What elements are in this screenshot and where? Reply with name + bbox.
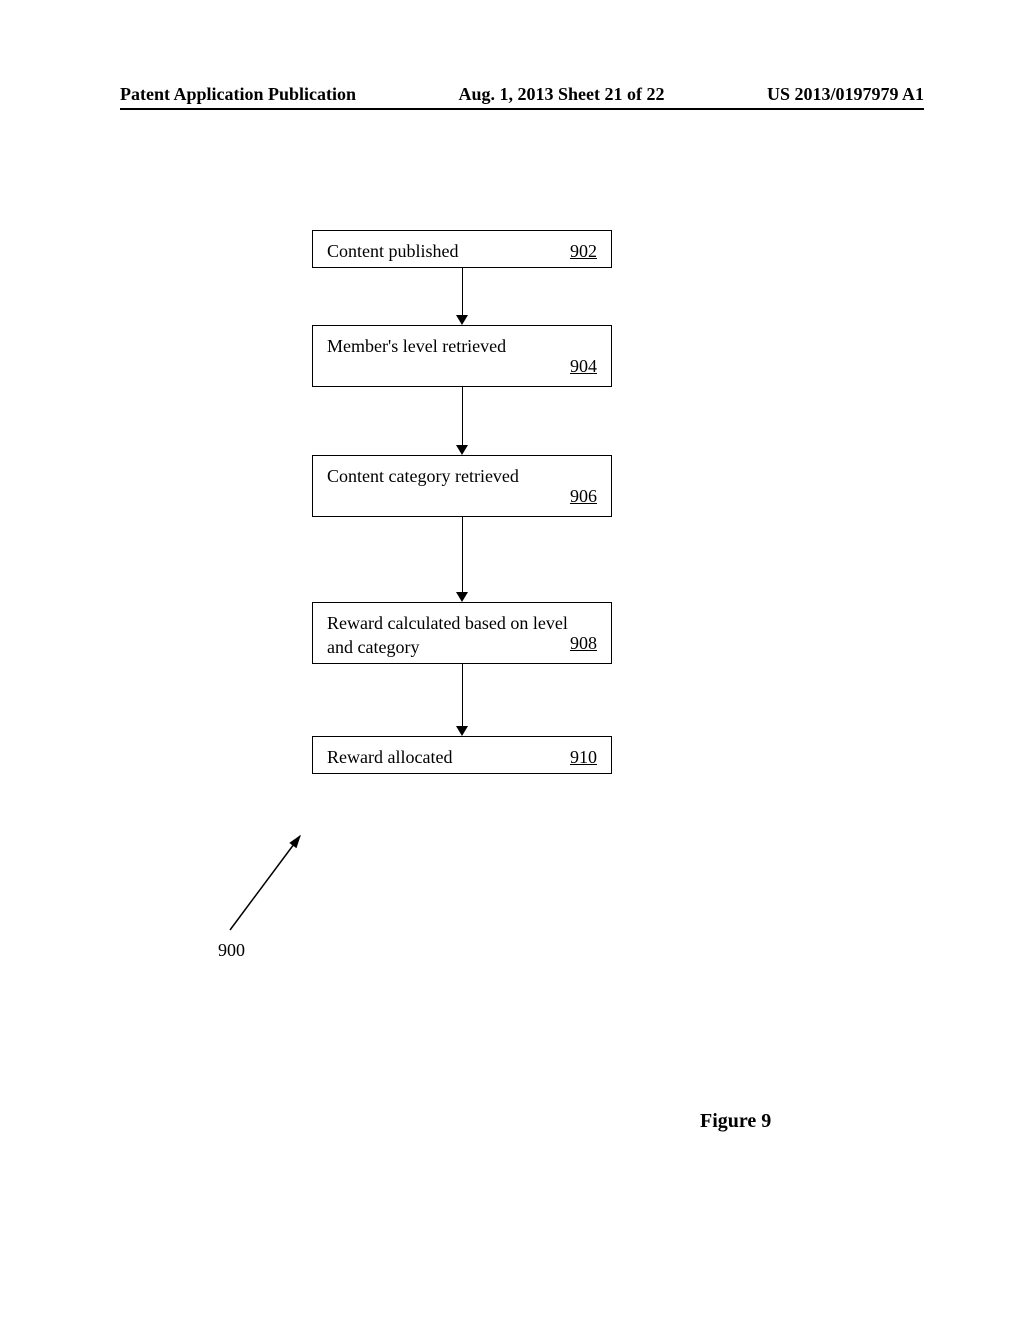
figure-caption: Figure 9 — [700, 1110, 771, 1133]
flow-line — [462, 664, 463, 726]
flow-node-1-text: Content published — [327, 241, 459, 261]
flowchart-ref-number: 900 — [218, 940, 245, 961]
flow-connector-3 — [456, 517, 468, 602]
header-rule — [120, 108, 924, 110]
flow-node-2-text: Member's level retrieved — [327, 336, 506, 356]
flow-node-4-ref: 908 — [570, 631, 597, 655]
arrowhead-icon — [456, 315, 468, 325]
flow-node-3-ref: 906 — [570, 484, 597, 508]
header-center: Aug. 1, 2013 Sheet 21 of 22 — [459, 84, 665, 105]
header-right: US 2013/0197979 A1 — [767, 84, 924, 105]
flow-line — [462, 268, 463, 315]
flow-connector-1 — [456, 268, 468, 325]
flow-node-1-ref: 902 — [570, 239, 597, 263]
flow-line — [462, 517, 463, 592]
flow-node-2: Member's level retrieved 904 — [312, 325, 612, 387]
page: Patent Application Publication Aug. 1, 2… — [0, 0, 1024, 1320]
flow-connector-2 — [456, 387, 468, 455]
flow-connector-4 — [456, 664, 468, 736]
flow-node-5: Reward allocated 910 — [312, 736, 612, 774]
flow-node-1: Content published 902 — [312, 230, 612, 268]
flow-line — [462, 387, 463, 445]
arrowhead-icon — [456, 592, 468, 602]
flow-node-5-text: Reward allocated — [327, 747, 452, 767]
arrowhead-icon — [456, 445, 468, 455]
flow-node-2-ref: 904 — [570, 354, 597, 378]
page-header: Patent Application Publication Aug. 1, 2… — [120, 84, 924, 105]
flowchart-body: Content published 902 Member's level ret… — [312, 230, 612, 774]
flow-node-4-text: Reward calculated based on level and cat… — [327, 613, 568, 657]
flow-node-4: Reward calculated based on level and cat… — [312, 602, 612, 664]
flow-node-5-ref: 910 — [570, 745, 597, 769]
flow-node-3-text: Content category retrieved — [327, 466, 519, 486]
flow-node-3: Content category retrieved 906 — [312, 455, 612, 517]
header-left: Patent Application Publication — [120, 84, 356, 105]
arrowhead-icon — [456, 726, 468, 736]
